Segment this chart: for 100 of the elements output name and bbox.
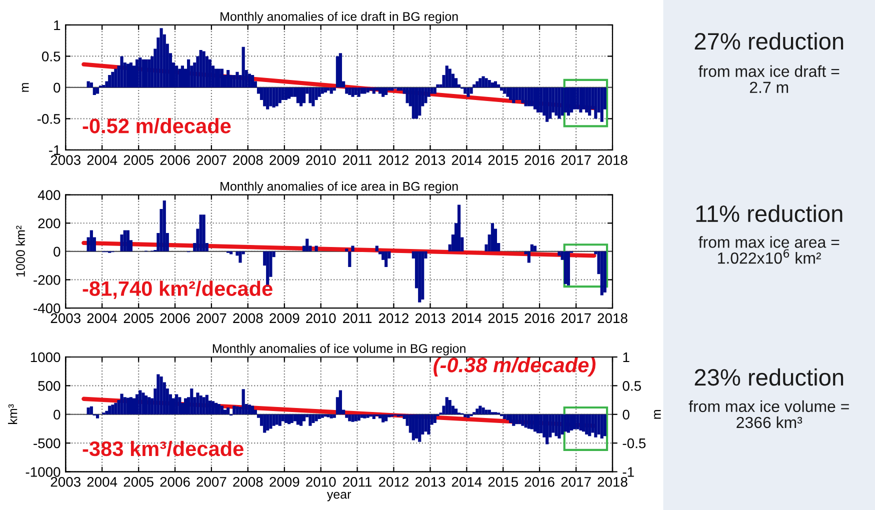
bar xyxy=(96,87,100,94)
bar xyxy=(363,87,366,94)
bar xyxy=(160,376,163,414)
bar xyxy=(488,410,491,414)
bar xyxy=(175,66,178,88)
bar xyxy=(275,87,278,106)
bar xyxy=(332,414,336,418)
bar xyxy=(332,87,336,91)
text: from max ice volume = 2366 km³ xyxy=(688,400,849,428)
bar xyxy=(238,251,242,263)
bar xyxy=(424,87,428,104)
bar xyxy=(418,414,422,442)
bar xyxy=(527,251,530,263)
x-tick-label: 2018 xyxy=(598,476,628,487)
x-tick-label: 2015 xyxy=(488,313,518,324)
y2-axis-title: m xyxy=(654,410,661,419)
bar xyxy=(126,64,130,88)
bar xyxy=(263,414,266,433)
bar xyxy=(351,414,354,422)
x-tick-label: 2008 xyxy=(233,155,263,166)
x-tick-label: 2008 xyxy=(233,476,263,487)
x-tick-label: 2015 xyxy=(488,155,518,166)
bar xyxy=(363,414,366,418)
bar xyxy=(284,87,288,100)
x-tick-label: 2003 xyxy=(50,313,80,324)
bar xyxy=(202,397,206,414)
bar xyxy=(293,414,296,422)
bar xyxy=(390,87,394,91)
bar xyxy=(372,414,376,419)
bar xyxy=(384,251,388,267)
x-tick-label: 2010 xyxy=(306,155,336,166)
bar xyxy=(202,51,206,88)
chart-title: Monthly anomalies of ice volume in BG region xyxy=(212,344,466,356)
x-tick-label: 2005 xyxy=(124,476,154,487)
y-axis-title: m xyxy=(22,83,29,92)
bar xyxy=(278,414,282,426)
bar xyxy=(508,87,512,100)
bar xyxy=(470,87,473,94)
bar xyxy=(503,414,506,419)
bar xyxy=(433,414,436,423)
bar xyxy=(445,66,448,88)
bar xyxy=(579,87,582,112)
bar xyxy=(138,57,142,88)
bar xyxy=(156,374,160,414)
bar xyxy=(90,82,93,88)
bar xyxy=(375,87,378,91)
annotation: -0.52 m/decade xyxy=(82,118,231,134)
y-tick-label: 400 xyxy=(38,190,60,200)
bar xyxy=(546,414,549,444)
bar xyxy=(108,406,112,414)
bar xyxy=(540,87,543,112)
text: from max ice area = 1.022x10$^{6}$ km² xyxy=(698,236,840,264)
x-tick-label: 2008 xyxy=(233,313,263,324)
x-tick-label: 2007 xyxy=(196,476,226,487)
bar xyxy=(232,406,236,414)
x-tick-label: 2016 xyxy=(524,155,554,166)
bar xyxy=(594,414,598,438)
bar xyxy=(199,50,202,88)
bar xyxy=(120,56,124,88)
bar xyxy=(230,251,233,254)
bar xyxy=(497,84,500,88)
x-tick-label: 2011 xyxy=(343,155,372,166)
bar xyxy=(272,87,276,108)
x-tick-label: 2012 xyxy=(378,313,408,324)
bar xyxy=(560,87,564,116)
bar xyxy=(345,248,348,252)
y-tick-label: 0.5 xyxy=(42,52,60,62)
bar xyxy=(466,87,470,97)
bar xyxy=(296,87,300,104)
bar xyxy=(603,251,606,292)
bar xyxy=(338,53,342,88)
y-tick-label: 1000 xyxy=(30,352,60,362)
bar xyxy=(566,251,570,286)
bar xyxy=(123,230,126,252)
bar xyxy=(248,404,251,414)
text: 23% reduction xyxy=(694,368,844,386)
x-tick-label: 2005 xyxy=(124,313,154,324)
bar xyxy=(205,394,208,414)
bar xyxy=(433,87,436,94)
bar xyxy=(102,84,106,88)
bar xyxy=(546,87,549,122)
bar xyxy=(454,408,458,414)
bar xyxy=(366,87,370,92)
bar xyxy=(484,410,488,414)
bar xyxy=(540,414,543,434)
bar xyxy=(348,414,352,422)
bar xyxy=(427,414,430,434)
bar xyxy=(354,87,358,95)
bar xyxy=(160,28,163,88)
bar xyxy=(506,87,510,97)
bar xyxy=(320,414,324,418)
y-tick-label: 0 xyxy=(54,410,60,420)
bar xyxy=(424,414,428,432)
bar xyxy=(521,414,524,426)
bar xyxy=(372,87,376,94)
bar xyxy=(412,414,415,440)
bar xyxy=(308,87,312,104)
x-tick-label: 2013 xyxy=(415,155,446,166)
bar xyxy=(90,230,93,252)
bar xyxy=(494,81,498,88)
